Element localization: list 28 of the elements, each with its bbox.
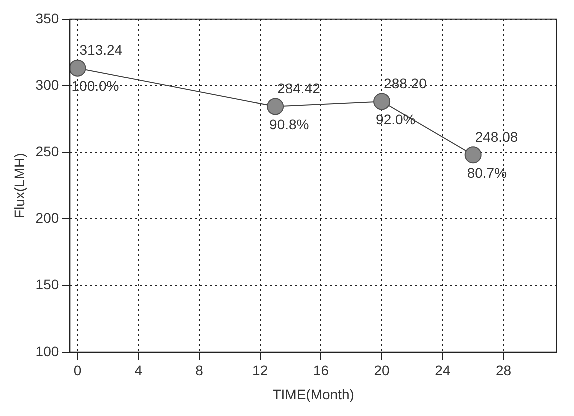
data-label: 284.42 (278, 80, 321, 97)
point (70, 60, 86, 77)
x-tick-label: 20 (374, 362, 390, 379)
point (267, 98, 284, 116)
y-tick-label: 250 (36, 143, 60, 160)
annotation: 100.0% (72, 78, 120, 94)
x-tick-label: 8 (196, 362, 204, 379)
y-tick-label: 100 (36, 343, 60, 360)
data-label: 288.20 (384, 76, 428, 92)
x-tick-label: 12 (252, 362, 268, 379)
x-tick-label: 24 (435, 362, 451, 379)
data-label: 313.24 (80, 42, 123, 58)
data-label: 248.08 (475, 129, 518, 146)
x-tick-label: 16 (313, 362, 330, 379)
annotation: 92.0% (376, 112, 416, 128)
point (464, 146, 482, 164)
x-tick-label: 4 (134, 362, 143, 379)
y-axis-title: Flux(LMH) (11, 153, 28, 219)
point (374, 93, 391, 110)
x-tick-label: 28 (496, 362, 512, 379)
x-axis-title: TIME(Month) (272, 386, 354, 402)
y-tick-label: 150 (36, 276, 60, 293)
annotation: 90.8% (270, 116, 310, 133)
y-tick-label: 200 (36, 210, 60, 226)
annotation: 80.7% (467, 165, 508, 182)
y-tick-label: 350 (36, 10, 60, 26)
x-tick-label: 0 (74, 362, 82, 379)
y-tick-label: 300 (36, 76, 60, 93)
